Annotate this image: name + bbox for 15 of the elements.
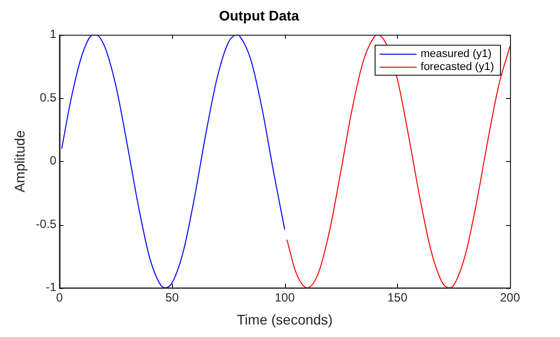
x-tick-label: 200 xyxy=(500,290,520,304)
y-tick-label: -1 xyxy=(46,280,57,294)
chart-title: Output Data xyxy=(218,7,300,24)
x-tick-label: 50 xyxy=(165,290,180,304)
legend-label: forecasted (y1) xyxy=(420,60,494,73)
x-axis-title: Time (seconds) xyxy=(236,311,333,328)
y-axis-title: Amplitude xyxy=(11,130,28,192)
x-tick-label: 100 xyxy=(274,290,296,304)
line-series xyxy=(286,34,510,288)
y-tick-label: 0.5 xyxy=(40,90,57,104)
x-tick-label: 150 xyxy=(387,290,408,304)
y-tick-label: -0.5 xyxy=(36,216,57,231)
y-tick-label: 0 xyxy=(50,154,57,168)
y-tick-label: 1 xyxy=(50,27,57,42)
legend-label: measured (y1) xyxy=(420,48,492,60)
